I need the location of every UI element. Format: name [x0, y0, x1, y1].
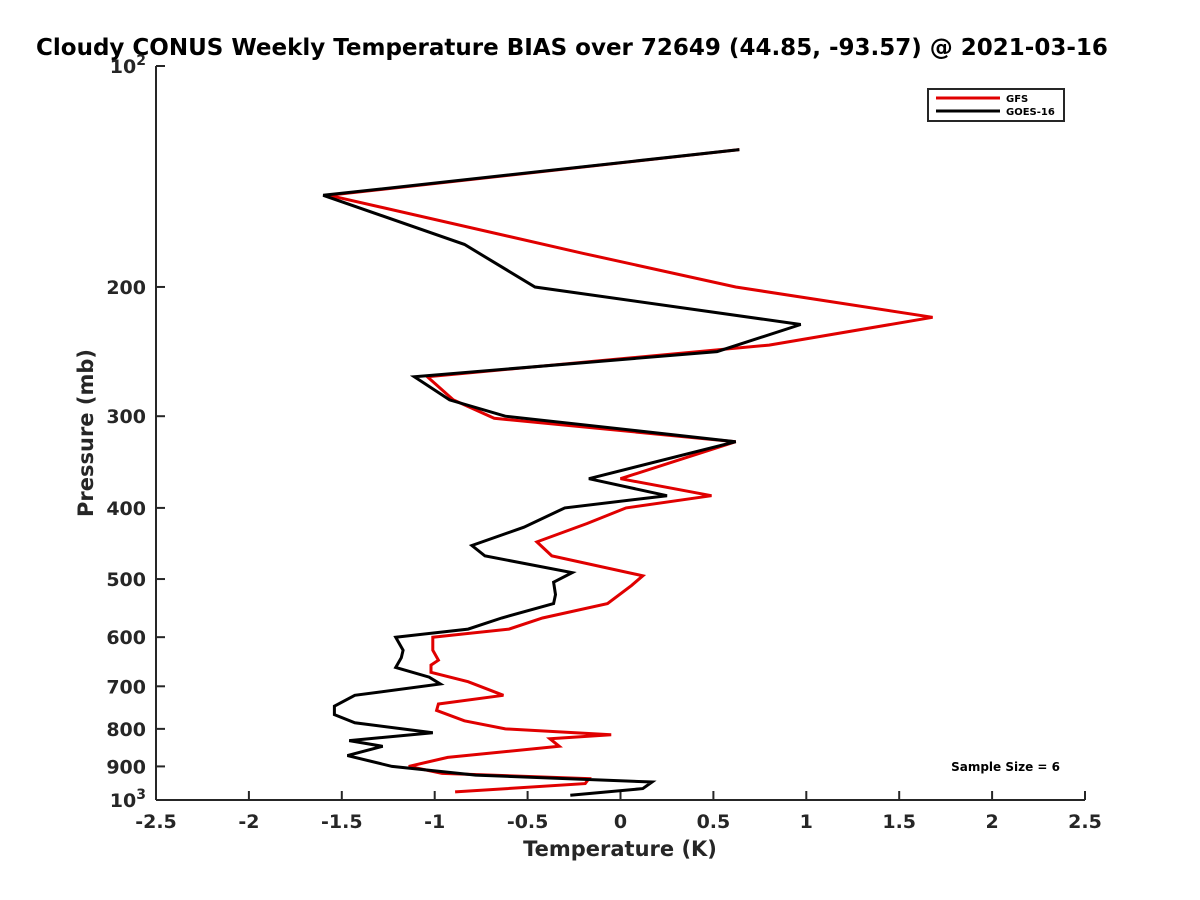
x-tick-label: 1.5: [882, 811, 916, 833]
y-tick-label: 400: [106, 498, 146, 520]
y-tick-label: 300: [106, 406, 146, 428]
chart-title: Cloudy CONUS Weekly Temperature BIAS ove…: [36, 35, 1108, 61]
y-tick-label: 103: [110, 787, 146, 812]
legend: GFS GOES-16: [927, 88, 1065, 122]
plot-area: [155, 66, 1085, 801]
sample-size-annotation: Sample Size = 6: [951, 760, 1060, 774]
legend-box: [927, 88, 1065, 122]
x-tick-label: -2.5: [135, 811, 177, 833]
x-tick-label: 0.5: [697, 811, 731, 833]
series-line-gfs: [328, 148, 933, 794]
x-tick-label: -1.5: [321, 811, 363, 833]
y-tick-label: 500: [106, 569, 146, 591]
y-axis-ticks: 102 200 300 400 500 600 700 800 900 103: [106, 53, 165, 812]
x-tick-label: 2: [985, 811, 998, 833]
x-tick-label: -2: [238, 811, 259, 833]
x-axis-label: Temperature (K): [523, 837, 717, 861]
legend-label: GOES-16: [1006, 107, 1055, 118]
legend-label: GFS: [1006, 94, 1028, 105]
x-tick-label: 0: [614, 811, 627, 833]
series-lines: [322, 148, 933, 797]
x-tick-label: -0.5: [507, 811, 549, 833]
x-tick-label: 2.5: [1068, 811, 1102, 833]
y-tick-label: 700: [106, 676, 146, 698]
y-tick-label: 800: [106, 719, 146, 741]
x-axis-ticks: -2.5 -2 -1.5 -1 -0.5 0 0.5 1 1.5 2 2.5: [135, 791, 1102, 833]
x-tick-label: 1: [800, 811, 813, 833]
series-line-goes-16: [322, 148, 802, 797]
y-tick-label: 102: [110, 53, 146, 78]
y-tick-label: 200: [106, 277, 146, 299]
x-tick-label: -1: [424, 811, 445, 833]
y-tick-label: 900: [106, 756, 146, 778]
y-tick-label: 600: [106, 627, 146, 649]
y-axis-label: Pressure (mb): [74, 349, 98, 517]
